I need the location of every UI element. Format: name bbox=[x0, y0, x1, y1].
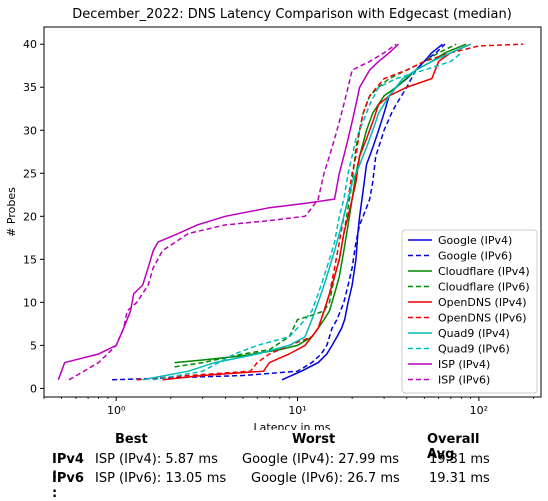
legend-label: ISP (IPv4) bbox=[438, 358, 490, 371]
y-tick-label: 15 bbox=[23, 253, 37, 266]
legend-label: Cloudflare (IPv4) bbox=[438, 265, 530, 278]
y-axis-label: # Probes bbox=[5, 187, 18, 237]
series-line-5 bbox=[136, 43, 524, 381]
y-tick-label: 20 bbox=[23, 210, 37, 223]
legend-label: Quad9 (IPv6) bbox=[438, 343, 510, 356]
x-tick-label: 10¹ bbox=[288, 404, 306, 417]
y-tick-label: 10 bbox=[23, 296, 37, 309]
series-line-4 bbox=[162, 43, 471, 381]
y-tick-label: 25 bbox=[23, 167, 37, 180]
x-tick-label: 10² bbox=[470, 404, 488, 417]
summary-header-avg: Overall Avg bbox=[427, 432, 480, 462]
series-line-8 bbox=[57, 43, 399, 381]
legend-label: OpenDNS (IPv4) bbox=[438, 296, 527, 309]
legend-label: OpenDNS (IPv6) bbox=[438, 312, 527, 325]
legend-box bbox=[401, 229, 538, 394]
summary-row-ipv6-label: IPv6 : bbox=[52, 471, 84, 501]
y-tick-label: 35 bbox=[23, 81, 37, 94]
series-line-1 bbox=[112, 43, 446, 381]
summary-row-ipv4-worst: Google (IPv4): 27.99 ms bbox=[242, 452, 400, 467]
plot-area bbox=[43, 26, 542, 398]
y-tick-label: 40 bbox=[23, 38, 37, 51]
series-line-6 bbox=[142, 43, 471, 381]
y-tick-label: 5 bbox=[30, 339, 37, 352]
legend-label: Google (IPv6) bbox=[438, 250, 512, 263]
legend-label: Google (IPv4) bbox=[438, 234, 512, 247]
x-axis-label: Latency in ms bbox=[254, 421, 331, 430]
summary-header-worst: Worst bbox=[292, 432, 336, 447]
series-line-3 bbox=[174, 43, 457, 368]
legend-label: Cloudflare (IPv6) bbox=[438, 281, 530, 294]
legend: Google (IPv4) Google (IPv6) Cloudflare (IP… bbox=[401, 229, 538, 394]
summary-row-ipv6-worst: Google (IPv6): 26.7 ms bbox=[251, 471, 400, 486]
series-line-7 bbox=[153, 52, 462, 381]
legend-label: ISP (IPv6) bbox=[438, 374, 490, 387]
series-line-9 bbox=[68, 43, 397, 381]
summary-row-ipv6-avg: 19.31 ms bbox=[429, 471, 490, 486]
chart-title: December_2022: DNS Latency Comparison wi… bbox=[72, 7, 512, 22]
summary-row-ipv4-label: IPv4 : bbox=[52, 452, 84, 482]
chart: December_2022: DNS Latency Comparison wi… bbox=[5, 7, 542, 430]
y-tick-label: 30 bbox=[23, 124, 37, 137]
summary-row-ipv4-best: ISP (IPv4): 5.87 ms bbox=[95, 452, 218, 467]
series-line-2 bbox=[174, 43, 467, 364]
y-tick-label: 0 bbox=[30, 382, 37, 395]
x-tick-label: 10⁰ bbox=[107, 404, 126, 417]
summary-row-ipv4-avg: 19.31 ms bbox=[429, 452, 490, 467]
summary-header-best: Best bbox=[115, 432, 148, 447]
summary-row-ipv6-best: ISP (IPv6): 13.05 ms bbox=[95, 471, 227, 486]
legend-label: Quad9 (IPv4) bbox=[438, 327, 510, 340]
